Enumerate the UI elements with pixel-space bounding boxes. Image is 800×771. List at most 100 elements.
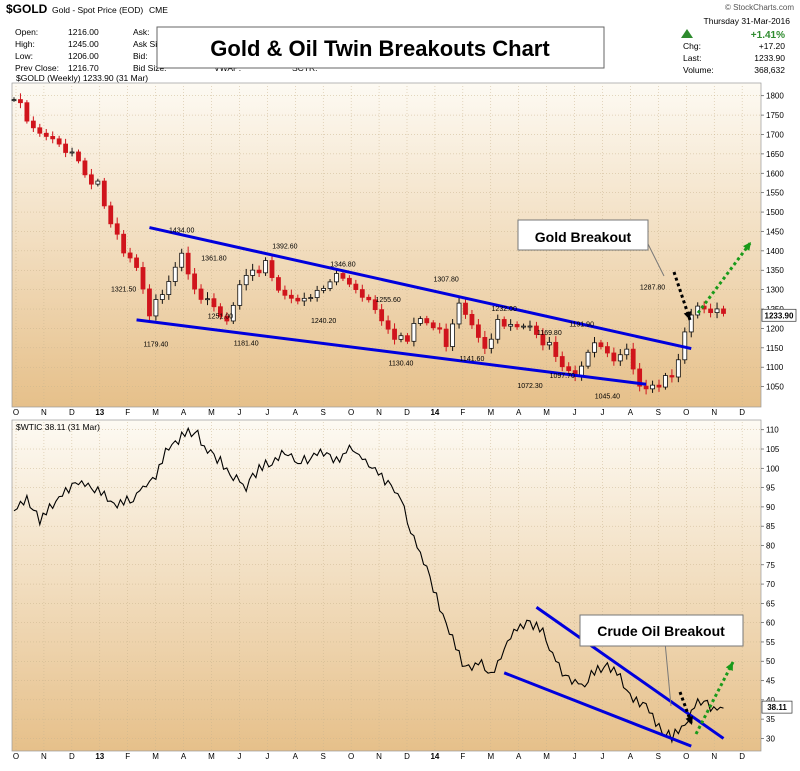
oil-up-arrow-icon-head: [725, 662, 733, 671]
price-label: 1141.60: [460, 356, 485, 363]
price-label: 1179.40: [144, 341, 169, 348]
candle-body: [624, 348, 630, 356]
y-tick-label: 1050: [766, 383, 784, 392]
gold-x-axis: O N D 13 F M A M J J A S O N D 14 F M A M J J A S O N D: [13, 408, 745, 417]
price-label: 1307.80: [433, 277, 458, 284]
candle-body: [585, 351, 591, 367]
candle-body: [495, 319, 501, 340]
y-tick-label: 1800: [766, 92, 784, 101]
y-tick-label: 1550: [766, 189, 784, 198]
x-tick-label: J: [237, 752, 241, 761]
price-label: 1045.40: [595, 393, 620, 400]
change-up-arrow-icon: [681, 29, 693, 38]
price-label: 1361.80: [201, 256, 226, 263]
oil-y-axis: 30 35 40 45 50 55 60 65 70 75 80 85 90 95 100 105 110: [761, 426, 780, 743]
candle-body: [669, 375, 675, 378]
candle-body: [637, 368, 643, 387]
candle-body: [540, 334, 546, 346]
y-tick-label: 85: [766, 522, 775, 531]
oil-panel: [11, 419, 762, 752]
field-value: 1216.00: [68, 27, 99, 37]
y-tick-label: 110: [766, 426, 779, 435]
x-tick-label: N: [711, 752, 717, 761]
candle-body: [708, 308, 713, 314]
y-tick-label: 105: [766, 445, 780, 454]
candle-body: [230, 304, 236, 322]
y-tick-label: 80: [766, 541, 775, 550]
field-label: Last:: [683, 53, 701, 63]
candle-body: [56, 138, 62, 145]
candle-body: [398, 335, 404, 340]
candle-body: [288, 294, 294, 299]
candle-body: [95, 180, 101, 185]
oil-callout: Crude Oil Breakout: [579, 614, 744, 707]
header-fields-left: Open: 1216.00 High: 1245.00 Low: 1206.00…: [15, 27, 99, 73]
price-label: 1097.70: [550, 373, 575, 380]
x-tick-label: D: [739, 752, 745, 761]
candle-body: [327, 281, 333, 289]
price-label: 1434.00: [169, 228, 194, 235]
y-tick-label: 90: [766, 503, 775, 512]
field-label: Ask Si: [133, 39, 157, 49]
candle-body: [553, 341, 559, 357]
overlay-title-box: [156, 26, 605, 69]
candle-body: [224, 315, 230, 322]
candle-body: [334, 273, 339, 283]
price-label: 1321.50: [111, 286, 136, 293]
channel-line: [503, 671, 692, 748]
candle-body: [314, 290, 320, 298]
exchange: CME: [149, 5, 168, 15]
field-label: Open:: [15, 27, 38, 37]
candle-body: [359, 289, 365, 298]
gold-pullback-arrow-icon-head: [683, 311, 692, 320]
x-tick-label: A: [181, 408, 187, 417]
field-label: Low:: [15, 51, 33, 61]
last-price-label: 38.11: [767, 703, 787, 712]
field-label: Volume:: [683, 65, 714, 75]
price-label: 1181.40: [234, 341, 259, 348]
x-tick-label: M: [208, 408, 215, 417]
candle-body: [617, 354, 623, 362]
x-tick-label: A: [516, 408, 522, 417]
candle-body: [134, 257, 139, 268]
x-tick-label: N: [41, 408, 47, 417]
price-label: 1169.80: [537, 330, 562, 337]
oil-pullback-arrow-icon: [678, 691, 694, 726]
candle-body: [714, 308, 720, 314]
x-tick-label: M: [152, 408, 159, 417]
y-tick-label: 1700: [766, 130, 784, 139]
price-label: 1392.60: [272, 244, 297, 251]
y-tick-label: 95: [766, 484, 775, 493]
field-value: 1233.90: [754, 53, 785, 63]
candle-body: [217, 306, 223, 317]
candle-body: [521, 325, 526, 328]
candle-body: [321, 288, 327, 291]
candle-body: [482, 337, 488, 349]
candle-body: [430, 322, 436, 329]
candle-body: [263, 260, 268, 274]
candle-body: [50, 136, 56, 140]
field-label: Prev Close:: [15, 63, 59, 73]
y-tick-label: 45: [766, 677, 775, 686]
y-tick-label: 1650: [766, 150, 784, 159]
price-label: 1255.60: [375, 297, 400, 304]
price-label: 1130.40: [389, 360, 414, 367]
field-value: 1245.00: [68, 39, 99, 49]
candle-body: [566, 366, 572, 372]
candle-body: [366, 296, 372, 301]
gold-pullback-arrow-icon: [672, 271, 692, 321]
oil-up-arrow-icon-shaft: [694, 661, 735, 735]
y-tick-label: 35: [766, 715, 775, 724]
candle-body: [301, 297, 307, 302]
candle-body: [417, 318, 423, 324]
price-label: 1287.80: [640, 284, 665, 291]
x-tick-label: O: [348, 752, 354, 761]
candle-body: [159, 294, 165, 300]
x-tick-label: J: [600, 752, 604, 761]
candle-body: [114, 223, 120, 235]
candle-body: [650, 384, 655, 390]
gold-callout: Gold Breakout: [517, 219, 665, 277]
oil-panel-title: $WTIC 38.11 (31 Mar): [16, 422, 100, 432]
candle-body: [127, 252, 133, 259]
